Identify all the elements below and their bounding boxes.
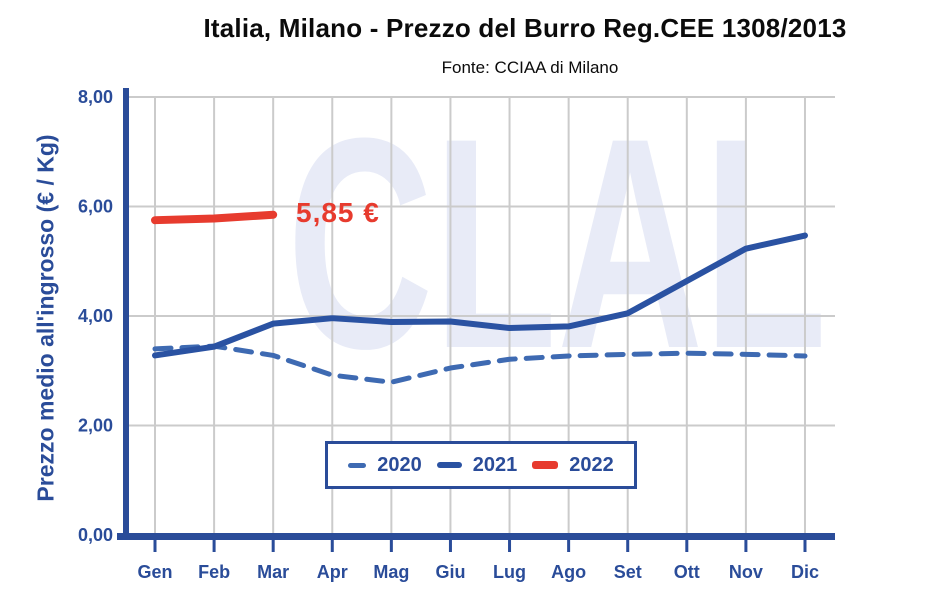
y-tick-label: 0,00	[78, 525, 113, 545]
series-line-2020	[152, 343, 808, 385]
x-tick-label: Lug	[493, 562, 526, 582]
x-tick	[153, 540, 157, 552]
x-tick	[567, 540, 571, 552]
legend-item-2022: 2022	[532, 455, 614, 475]
legend-label-2022: 2022	[569, 454, 614, 476]
x-tick-label: Apr	[317, 562, 348, 582]
legend-swatch-2020	[348, 462, 367, 468]
y-tick-label: 4,00	[78, 306, 113, 326]
chart-subtitle: Fonte: CCIAA di Milano	[441, 58, 619, 77]
y-axis-line	[123, 88, 129, 539]
x-tick-label: Ago	[551, 562, 586, 582]
x-tick	[626, 540, 630, 552]
legend-item-2020: 2020	[348, 455, 422, 475]
legend-item-2021: 2021	[436, 454, 518, 476]
x-tick-label: Ott	[674, 562, 700, 582]
x-tick-label: Dic	[791, 562, 819, 582]
chart-title: Italia, Milano - Prezzo del Burro Reg.CE…	[203, 13, 847, 43]
x-tick	[271, 540, 275, 552]
legend: 2020 2021 2022	[325, 441, 637, 489]
legend-swatch-2022	[532, 461, 559, 469]
price-annotation: 5,85 €	[296, 197, 380, 228]
x-tick-label: Feb	[198, 562, 230, 582]
series-line-2021	[152, 232, 808, 359]
x-tick-label: Nov	[729, 562, 763, 582]
x-tick-label: Mar	[257, 562, 289, 582]
legend-label-2021: 2021	[472, 454, 518, 476]
x-tick	[744, 540, 748, 552]
y-tick-label: 2,00	[78, 416, 113, 436]
x-tick-label: Giu	[435, 562, 465, 582]
x-axis-line	[117, 533, 835, 540]
x-tick	[508, 540, 512, 552]
x-tick	[330, 540, 334, 552]
legend-swatch-2021	[436, 462, 462, 468]
x-tick	[389, 540, 393, 552]
x-tick-label: Mag	[373, 562, 409, 582]
x-tick-label: Set	[614, 562, 642, 582]
series-line-2022	[151, 210, 278, 225]
x-tick	[212, 540, 216, 552]
y-tick-label: 8,00	[78, 87, 113, 107]
x-tick-label: Gen	[137, 562, 172, 582]
legend-label-2020: 2020	[377, 454, 422, 476]
x-tick	[685, 540, 689, 552]
x-tick	[448, 540, 452, 552]
y-tick-label: 6,00	[78, 197, 113, 217]
x-tick	[803, 540, 807, 552]
